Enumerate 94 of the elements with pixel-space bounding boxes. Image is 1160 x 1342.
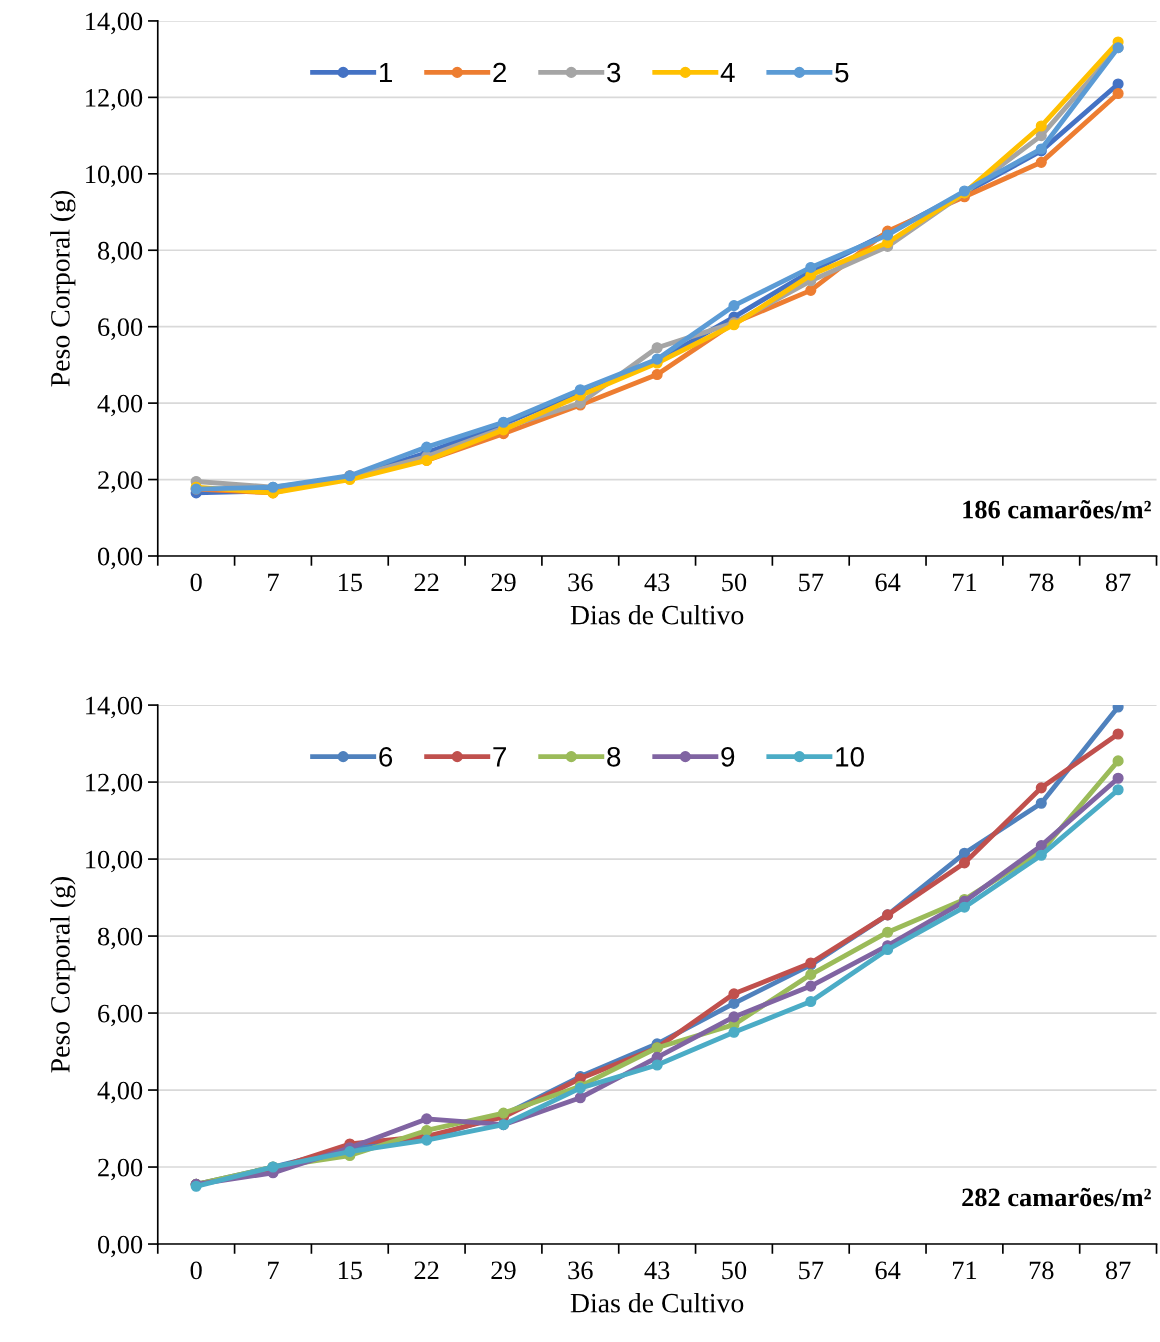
point [958, 847, 971, 859]
x-tick-label: 7 [268, 573, 279, 591]
point [1035, 782, 1047, 794]
point [651, 1059, 663, 1071]
x-tick-label: 64 [875, 1261, 901, 1280]
point [1035, 156, 1047, 168]
x-tick-label: 15 [338, 1261, 362, 1280]
x-tick-label: 57 [799, 1261, 824, 1280]
x-axis-title: Dias de Cultivo [570, 604, 744, 625]
point [958, 857, 971, 869]
point [728, 997, 740, 1009]
y-tick-label: 8,00 [98, 927, 143, 950]
x-tick-label: 0 [190, 573, 202, 592]
x-tick-label: 57 [799, 573, 824, 592]
point [1112, 728, 1124, 740]
point [805, 284, 817, 296]
point [1035, 130, 1047, 142]
point [421, 441, 433, 453]
point [651, 368, 663, 381]
legend-label: 7 [493, 747, 506, 767]
annotation: 282 camarões/m² [962, 1187, 1151, 1207]
x-tick-label: 78 [1029, 1261, 1054, 1280]
point [1035, 120, 1047, 132]
point [1112, 87, 1124, 100]
y-tick-label: 12,00 [86, 773, 143, 796]
point [958, 901, 971, 913]
point [805, 261, 817, 273]
y-tick-label: 6,00 [98, 1004, 143, 1027]
y-tick-label: 8,00 [98, 241, 143, 264]
point [728, 1011, 740, 1023]
y-tick-label: 14,00 [86, 696, 143, 719]
legend-label: 4 [720, 63, 735, 83]
y-tick-label: 14,00 [86, 12, 143, 35]
x-tick-label: 87 [1105, 573, 1131, 592]
y-axis-title: Peso Corporal (g) [50, 877, 76, 1073]
point [1035, 797, 1047, 809]
x-tick-label: 78 [1029, 573, 1054, 592]
y-tick-label: 6,00 [98, 318, 143, 340]
y-axis-title: Peso Corporal (g) [50, 190, 76, 387]
point [574, 1092, 586, 1104]
x-tick-label: 29 [491, 1261, 516, 1280]
x-tick-label: 22 [414, 573, 439, 591]
x-tick-label: 15 [338, 573, 362, 592]
point [882, 943, 894, 956]
y-tick-label: 10,00 [86, 165, 143, 188]
x-tick-label: 50 [722, 573, 747, 592]
point [1112, 755, 1124, 767]
point [728, 988, 740, 1000]
legend-label: 9 [721, 746, 735, 767]
point [651, 342, 663, 354]
x-tick-label: 87 [1105, 1261, 1131, 1280]
legend-label: 1 [379, 63, 392, 83]
point [1112, 784, 1124, 796]
y-tick-label: 10,00 [86, 850, 143, 873]
point [805, 995, 817, 1008]
x-tick-label: 71 [953, 573, 977, 591]
point [421, 1124, 433, 1137]
x-axis-title: Dias de Cultivo [570, 1292, 744, 1313]
x-tick-label: 7 [268, 1261, 279, 1280]
point [728, 1026, 740, 1038]
x-tick-label: 50 [722, 1261, 747, 1280]
x-tick-label: 0 [190, 1261, 202, 1280]
x-tick-label: 43 [644, 573, 670, 592]
x-tick-label: 36 [568, 573, 593, 592]
point [728, 300, 740, 312]
y-tick-label: 0,00 [98, 547, 143, 570]
legend-label: 10 [836, 746, 864, 767]
x-tick-label: 29 [491, 573, 516, 592]
point [1112, 772, 1124, 784]
y-tick-label: 4,00 [97, 394, 143, 417]
x-tick-label: 22 [414, 1261, 439, 1280]
x-tick-label: 36 [568, 1261, 593, 1280]
point [1035, 840, 1047, 852]
point [1035, 849, 1047, 861]
point [805, 980, 817, 992]
legend-label: 3 [607, 62, 621, 83]
point [344, 1146, 356, 1158]
point [1112, 78, 1124, 90]
legend-label: 8 [607, 746, 621, 767]
point [882, 926, 894, 938]
x-tick-label: 43 [644, 1261, 670, 1280]
legend-label: 2 [493, 62, 506, 83]
y-tick-label: 0,00 [98, 1235, 143, 1258]
annotation: 186 camarões/m² [963, 499, 1151, 519]
y-tick-label: 2,00 [98, 471, 143, 493]
x-tick-label: 64 [875, 573, 901, 592]
y-tick-label: 2,00 [98, 1158, 143, 1181]
point [421, 1113, 433, 1125]
point [805, 969, 817, 981]
y-tick-label: 12,00 [86, 88, 143, 111]
legend-label: 5 [835, 63, 849, 83]
y-tick-label: 4,00 [97, 1081, 143, 1104]
legend-label: 6 [379, 746, 393, 767]
x-tick-label: 71 [953, 1261, 977, 1280]
